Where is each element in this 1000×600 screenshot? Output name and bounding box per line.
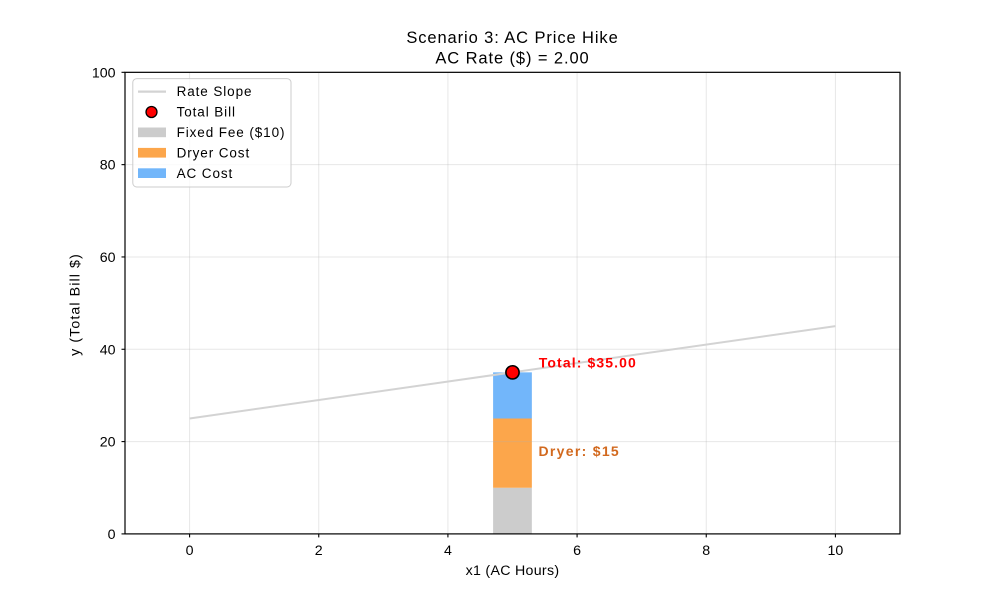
svg-text:6: 6 [573, 543, 581, 559]
svg-text:0: 0 [108, 527, 116, 543]
svg-text:Fixed Fee ($10): Fixed Fee ($10) [177, 125, 286, 140]
svg-text:y (Total Bill $): y (Total Bill $) [67, 253, 83, 356]
svg-text:20: 20 [100, 435, 116, 451]
svg-text:8: 8 [702, 543, 710, 559]
svg-text:AC Cost: AC Cost [177, 166, 234, 181]
svg-text:Rate Slope: Rate Slope [177, 84, 253, 99]
svg-text:2: 2 [315, 543, 323, 559]
svg-text:60: 60 [100, 250, 116, 266]
svg-text:Total Bill: Total Bill [177, 105, 236, 120]
svg-text:Total: $35.00: Total: $35.00 [539, 355, 637, 371]
svg-text:x1 (AC Hours): x1 (AC Hours) [466, 563, 560, 579]
svg-text:AC Rate ($) = 2.00: AC Rate ($) = 2.00 [435, 50, 589, 68]
svg-text:10: 10 [828, 543, 844, 559]
svg-text:Dryer Cost: Dryer Cost [177, 145, 251, 160]
svg-text:40: 40 [100, 342, 116, 358]
svg-text:Dryer: $15: Dryer: $15 [539, 443, 621, 459]
svg-text:80: 80 [100, 158, 116, 174]
svg-text:0: 0 [186, 543, 194, 559]
svg-text:Scenario 3: AC Price Hike: Scenario 3: AC Price Hike [406, 29, 618, 47]
svg-text:100: 100 [92, 65, 116, 81]
svg-text:4: 4 [444, 543, 452, 559]
